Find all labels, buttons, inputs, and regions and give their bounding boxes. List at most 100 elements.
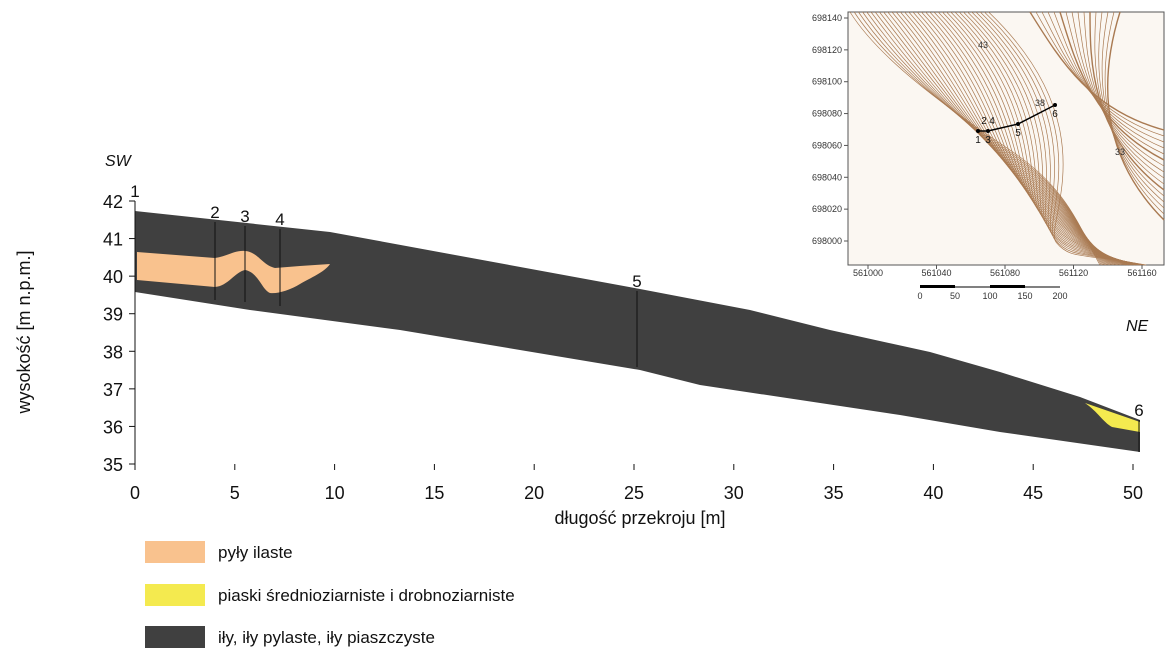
contour (971, 11, 1141, 266)
contour (954, 11, 1136, 266)
map-point (986, 129, 990, 133)
legend-label: iły, iły pylaste, iły piaszczyste (218, 628, 435, 647)
x-tick-label: 5 (230, 483, 240, 503)
map-point (1053, 103, 1057, 107)
legend-label: pyły ilaste (218, 543, 293, 562)
y-tick-label: 41 (103, 230, 123, 250)
contour (1077, 11, 1165, 179)
scale-label: 50 (950, 291, 960, 301)
contour (975, 11, 1143, 266)
x-tick-label: 45 (1023, 483, 1043, 503)
direction-sw: SW (105, 153, 133, 170)
map-y-tick-label: 698100 (812, 77, 842, 87)
contour (967, 11, 1140, 266)
legend-swatch (145, 541, 205, 563)
map-point-label: 2 (981, 116, 987, 127)
x-axis-label: długość przekroju [m] (554, 508, 725, 528)
y-tick-label: 38 (103, 342, 123, 362)
x-tick-label: 30 (724, 483, 744, 503)
x-tick-label: 0 (130, 483, 140, 503)
contour (984, 11, 1145, 266)
contour-label: 38 (1035, 98, 1045, 108)
map-frame (847, 11, 1165, 266)
map-point (1016, 122, 1020, 126)
contour (1041, 11, 1165, 143)
sand-lens (1085, 403, 1140, 432)
contour (1101, 11, 1165, 209)
contour (908, 11, 1120, 266)
contour (979, 11, 1144, 266)
scale-label: 200 (1052, 291, 1067, 301)
contour (950, 11, 1134, 266)
contour (958, 11, 1137, 266)
legend-swatch (145, 626, 205, 648)
borehole-label: 4 (275, 210, 284, 229)
borehole-label: 3 (240, 207, 249, 226)
borehole-label: 2 (210, 203, 219, 222)
y-axis-label: wysokość [m n.p.m.] (14, 250, 34, 414)
contour (1053, 11, 1165, 155)
scale-seg (990, 285, 1025, 288)
contour (946, 11, 1133, 266)
contour (988, 11, 1147, 266)
legend-swatch (145, 584, 205, 606)
contour (1104, 11, 1165, 215)
contour (1059, 11, 1165, 161)
map-x-tick-label: 561000 (853, 268, 883, 278)
x-tick-label: 10 (325, 483, 345, 503)
x-tick-label: 15 (424, 483, 444, 503)
contour (1071, 11, 1165, 173)
map-point-label: 1 (975, 135, 981, 146)
scale-label: 0 (917, 291, 922, 301)
map-point-label: 5 (1015, 128, 1021, 139)
contour (1083, 11, 1165, 185)
scale-label: 150 (1017, 291, 1032, 301)
borehole-label: 1 (130, 182, 139, 201)
map-point-label: 4 (989, 116, 995, 127)
scale-label: 100 (982, 291, 997, 301)
borehole-label: 6 (1134, 401, 1143, 420)
contour-label: 43 (978, 40, 988, 50)
contour-label: 33 (1115, 147, 1125, 157)
map-x-tick-label: 561080 (990, 268, 1020, 278)
map-point-label: 6 (1052, 109, 1058, 120)
map-point-label: 3 (985, 135, 991, 146)
contours (849, 11, 1165, 266)
contour (1094, 11, 1165, 197)
borehole-label: 5 (632, 272, 641, 291)
x-tick-label: 50 (1123, 483, 1143, 503)
x-tick-label: 40 (923, 483, 943, 503)
direction-ne: NE (1126, 318, 1149, 335)
y-tick-label: 40 (103, 267, 123, 287)
x-tick-label: 20 (524, 483, 544, 503)
profile-line (978, 104, 1056, 132)
contour (963, 11, 1138, 266)
map-x-tick-label: 561160 (1127, 268, 1156, 278)
y-tick-label: 42 (103, 192, 123, 212)
x-tick-label: 25 (624, 483, 644, 503)
legend-label: piaski średnioziarniste i drobnoziarnist… (218, 586, 515, 605)
map-y-tick-label: 698080 (812, 109, 842, 119)
contour (1047, 11, 1165, 149)
y-tick-label: 39 (103, 305, 123, 325)
scale-seg (920, 285, 955, 288)
map-x-tick-label: 561120 (1059, 268, 1088, 278)
map-y-tick-label: 698060 (812, 140, 842, 150)
x-tick-label: 35 (824, 483, 844, 503)
inset-map (847, 11, 1165, 288)
y-tick-label: 37 (103, 380, 123, 400)
contour (1098, 11, 1165, 203)
map-point (976, 129, 980, 133)
contour (1065, 11, 1165, 167)
map-y-tick-label: 698000 (812, 236, 842, 246)
map-x-tick-label: 561040 (921, 268, 951, 278)
contour (1107, 11, 1165, 221)
silt-lens (137, 250, 330, 294)
y-tick-label: 35 (103, 455, 123, 475)
y-tick-label: 36 (103, 417, 123, 437)
contour (1035, 11, 1165, 137)
map-y-tick-label: 698040 (812, 172, 842, 182)
map-y-tick-label: 698020 (812, 204, 842, 214)
map-y-tick-label: 698140 (812, 13, 842, 23)
